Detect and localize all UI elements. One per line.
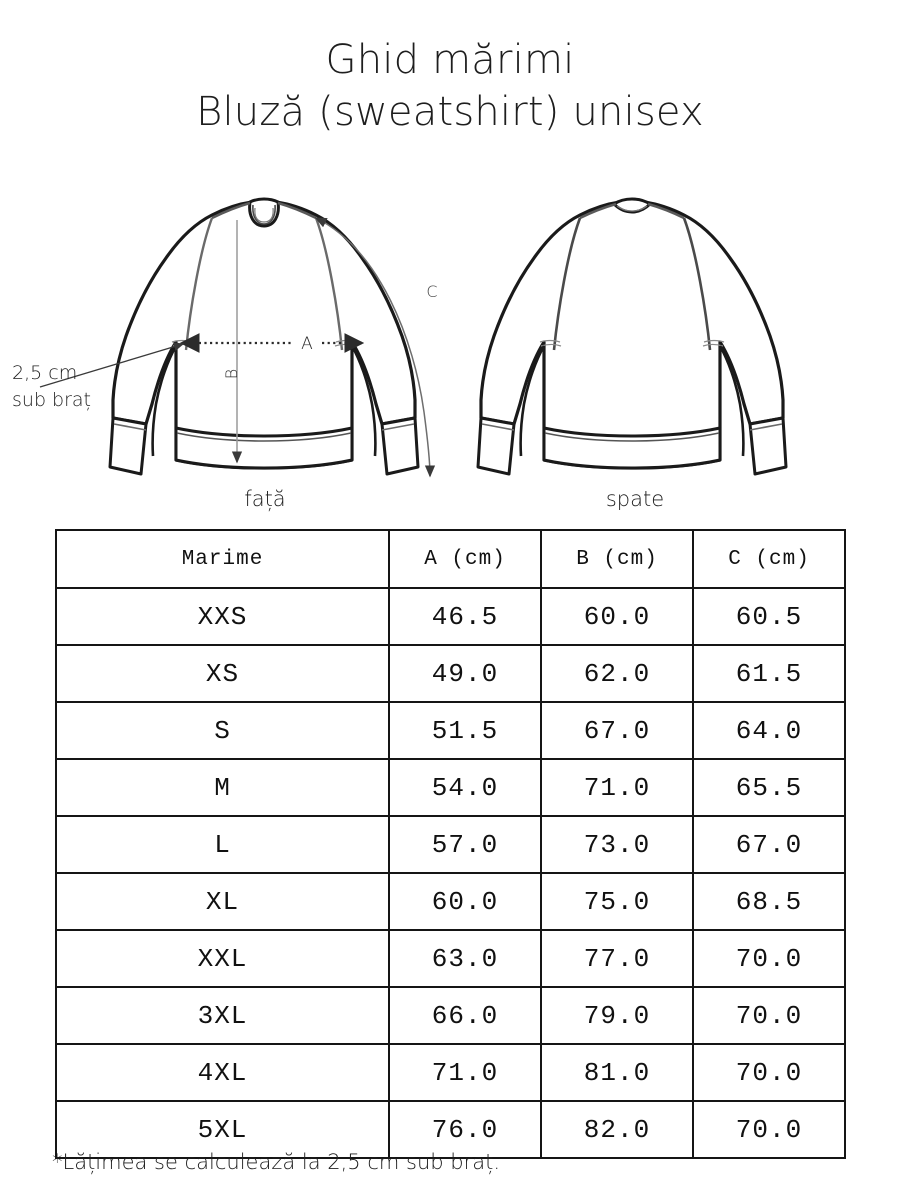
dimension-sleeve-c-line	[314, 217, 436, 478]
cell-b: 62.0	[540, 644, 694, 703]
back-hem-band	[542, 426, 722, 470]
table-row: XL 60.0 75.0 68.5	[55, 872, 846, 931]
cell-size: 3XL	[55, 986, 390, 1045]
page-title-line-1: Ghid mărimi	[325, 37, 575, 83]
cell-b: 82.0	[540, 1100, 694, 1159]
cell-size: 4XL	[55, 1043, 390, 1102]
cell-size: S	[55, 701, 390, 760]
table-header-row: Marime A (cm) B (cm) C (cm)	[55, 529, 846, 589]
cell-size: 5XL	[55, 1100, 390, 1159]
dimension-length-b: B	[222, 220, 243, 464]
underarm-note-line-1: 2,5 cm	[12, 362, 78, 384]
cell-size: XS	[55, 644, 390, 703]
cell-b: 75.0	[540, 872, 694, 931]
page-title: Ghid mărimi Bluză (sweatshirt) unisex	[0, 34, 900, 138]
cell-size: M	[55, 758, 390, 817]
cell-c: 61.5	[692, 644, 846, 703]
table-row: XS 49.0 62.0 61.5	[55, 644, 846, 703]
back-sleeve-inner-left	[519, 345, 546, 457]
table-row: M 54.0 71.0 65.5	[55, 758, 846, 817]
cell-size: L	[55, 815, 390, 874]
table-row: 4XL 71.0 81.0 70.0	[55, 1043, 846, 1102]
column-header-c: C (cm)	[692, 529, 846, 589]
back-shoulder-seam-right	[647, 202, 685, 220]
cell-size: XXL	[55, 929, 390, 988]
dimension-label-a: A	[301, 334, 313, 354]
cell-c: 60.5	[692, 587, 846, 646]
cell-b: 73.0	[540, 815, 694, 874]
column-header-a: A (cm)	[388, 529, 542, 589]
front-cuff-left	[108, 416, 148, 476]
cell-b: 79.0	[540, 986, 694, 1045]
back-cuff-seam-right	[749, 423, 783, 431]
back-collar	[612, 197, 652, 214]
cell-c: 70.0	[692, 1100, 846, 1159]
cell-c: 65.5	[692, 758, 846, 817]
back-cuff-left	[476, 416, 516, 476]
cell-b: 71.0	[540, 758, 694, 817]
front-collar-inner	[252, 204, 276, 225]
table-row: 3XL 66.0 79.0 70.0	[55, 986, 846, 1045]
table-row: XXL 63.0 77.0 70.0	[55, 929, 846, 988]
cell-b: 67.0	[540, 701, 694, 760]
front-view-drawing	[108, 197, 420, 476]
back-armhole-right	[682, 217, 712, 351]
front-shoulder-seam-left	[211, 201, 251, 220]
garment-illustration: A B C	[0, 160, 900, 520]
cell-a: 46.5	[388, 587, 542, 646]
back-cuff-seam-left	[481, 423, 515, 431]
column-header-b: B (cm)	[540, 529, 694, 589]
cell-b: 60.0	[540, 587, 694, 646]
table-row: 5XL 76.0 82.0 70.0	[55, 1100, 846, 1159]
back-armhole-left	[552, 217, 582, 351]
back-cuff-right	[748, 416, 788, 476]
back-hem-seam	[544, 432, 720, 442]
cell-a: 71.0	[388, 1043, 542, 1102]
cell-a: 76.0	[388, 1100, 542, 1159]
page-title-line-2: Bluză (sweatshirt) unisex	[196, 89, 704, 135]
back-shoulder-seam-left	[579, 202, 617, 220]
back-sleeve-inner-right	[718, 345, 745, 457]
cell-b: 77.0	[540, 929, 694, 988]
dimension-label-c: C	[426, 282, 437, 301]
front-cuff-seam-left	[113, 423, 147, 431]
cell-c: 68.5	[692, 872, 846, 931]
back-collar-rib	[616, 205, 648, 212]
dimension-label-b: B	[222, 369, 241, 379]
column-header-size: Marime	[55, 529, 390, 589]
front-collar-rib	[254, 207, 274, 223]
cell-a: 63.0	[388, 929, 542, 988]
table-row: S 51.5 67.0 64.0	[55, 701, 846, 760]
cell-c: 70.0	[692, 986, 846, 1045]
cell-a: 51.5	[388, 701, 542, 760]
cell-c: 70.0	[692, 929, 846, 988]
front-shoulder-seam-right	[277, 201, 317, 220]
cell-a: 54.0	[388, 758, 542, 817]
back-view-caption: spate	[605, 487, 665, 511]
cell-a: 57.0	[388, 815, 542, 874]
size-table: Marime A (cm) B (cm) C (cm) XXS 46.5 60.…	[55, 529, 846, 1159]
cell-c: 64.0	[692, 701, 846, 760]
table-row: XXS 46.5 60.0 60.5	[55, 587, 846, 646]
front-sleeve-inner-left	[151, 345, 178, 457]
underarm-leader-line	[39, 342, 185, 388]
front-body-outline	[111, 200, 417, 470]
cell-c: 70.0	[692, 1043, 846, 1102]
back-body-outline	[479, 200, 785, 470]
footnote: *Lățimea se calculează la 2,5 cm sub bra…	[52, 1150, 501, 1174]
back-view-drawing	[476, 197, 788, 476]
cell-a: 60.0	[388, 872, 542, 931]
cell-a: 49.0	[388, 644, 542, 703]
cell-c: 67.0	[692, 815, 846, 874]
cell-size: XL	[55, 872, 390, 931]
cell-b: 81.0	[540, 1043, 694, 1102]
underarm-note-line-2: sub braț	[12, 389, 92, 411]
front-view-caption: față	[244, 487, 286, 511]
underarm-note: 2,5 cm sub braț	[12, 360, 132, 414]
cell-size: XXS	[55, 587, 390, 646]
cell-a: 66.0	[388, 986, 542, 1045]
dimension-sleeve-c: C	[314, 217, 438, 478]
table-row: L 57.0 73.0 67.0	[55, 815, 846, 874]
